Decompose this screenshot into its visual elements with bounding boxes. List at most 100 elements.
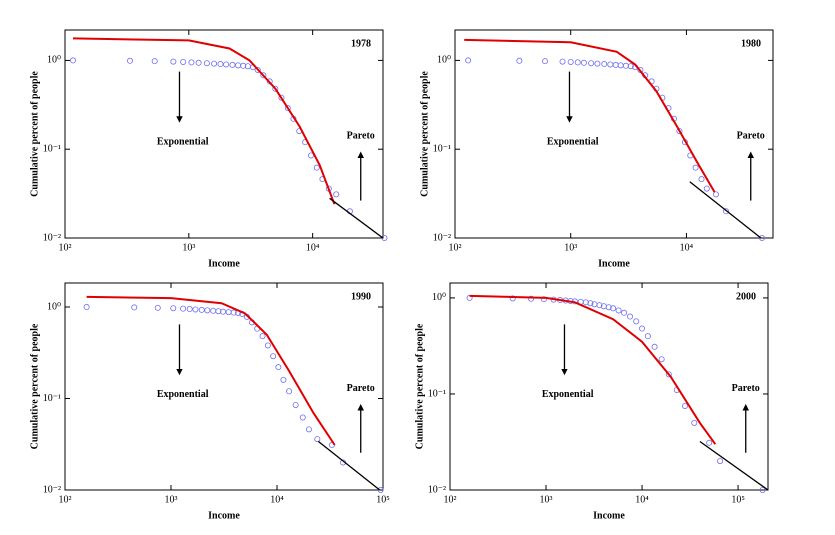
data-point bbox=[594, 60, 601, 67]
data-point bbox=[299, 414, 306, 421]
data-point bbox=[266, 78, 273, 85]
data-point bbox=[644, 333, 651, 340]
data-point bbox=[612, 61, 619, 68]
x-tick-label: 10⁴ bbox=[270, 494, 284, 505]
x-axis-label: Income bbox=[598, 258, 630, 269]
x-tick-label: 10⁴ bbox=[635, 494, 649, 505]
annotation: Exponential bbox=[542, 389, 594, 400]
data-point bbox=[180, 58, 187, 65]
data-point bbox=[658, 356, 665, 363]
y-tick-label: 10⁻¹ bbox=[43, 143, 61, 154]
y-axis-label: Cumulative percent of people bbox=[29, 71, 40, 197]
data-point bbox=[195, 59, 202, 66]
data-point bbox=[259, 333, 266, 340]
x-tick-label: 10³ bbox=[165, 494, 178, 505]
data-point bbox=[665, 371, 672, 378]
fit-line bbox=[699, 440, 769, 491]
data-point bbox=[639, 325, 646, 332]
data-point bbox=[540, 296, 547, 303]
data-point bbox=[280, 376, 287, 383]
data-point bbox=[229, 61, 236, 68]
panel-title: 2000 bbox=[736, 291, 756, 302]
data-point bbox=[313, 164, 320, 171]
y-tick-label: 10⁻² bbox=[43, 232, 61, 243]
x-tick-label: 10⁵ bbox=[731, 494, 745, 505]
data-point bbox=[601, 61, 608, 68]
plot-frame bbox=[454, 29, 774, 239]
data-point bbox=[627, 63, 634, 70]
data-point bbox=[278, 94, 285, 101]
data-point bbox=[154, 304, 161, 311]
fit-line bbox=[72, 37, 336, 205]
data-point bbox=[275, 364, 282, 371]
data-point bbox=[703, 185, 710, 192]
data-point bbox=[580, 59, 587, 66]
data-point bbox=[170, 58, 177, 65]
y-tick-label: 10⁻¹ bbox=[428, 388, 446, 399]
data-point bbox=[188, 59, 195, 66]
data-point bbox=[292, 401, 299, 408]
data-point bbox=[759, 486, 766, 493]
x-tick-label: 10³ bbox=[540, 494, 553, 505]
panel: 10² 10³ 10⁴ 10⁻² 10⁻¹ 10⁰ Income Cumulative per… bbox=[419, 29, 774, 269]
x-tick-label: 10⁴ bbox=[680, 242, 694, 253]
x-tick-label: 10⁴ bbox=[306, 242, 320, 253]
data-point bbox=[651, 343, 658, 350]
panel-title: 1990 bbox=[351, 291, 371, 302]
x-tick-label: 10⁵ bbox=[376, 494, 390, 505]
annotation: Pareto bbox=[347, 383, 375, 394]
data-point bbox=[567, 58, 574, 65]
data-point bbox=[706, 439, 713, 446]
data-point bbox=[681, 402, 688, 409]
data-point bbox=[559, 58, 566, 65]
annotation: Pareto bbox=[737, 130, 765, 141]
data-point bbox=[692, 164, 699, 171]
data-point bbox=[314, 436, 321, 443]
y-tick-label: 10⁻² bbox=[43, 484, 61, 495]
data-point bbox=[759, 234, 766, 241]
fit-line bbox=[469, 294, 717, 445]
data-point bbox=[83, 304, 90, 311]
x-tick-label: 10² bbox=[59, 242, 72, 253]
y-axis-label: Cumulative percent of people bbox=[419, 71, 430, 197]
y-tick-label: 10⁰ bbox=[47, 301, 61, 312]
data-point bbox=[180, 305, 187, 312]
data-point bbox=[211, 60, 218, 67]
data-point bbox=[582, 299, 589, 306]
y-tick-label: 10⁰ bbox=[437, 55, 451, 66]
data-point bbox=[131, 304, 138, 311]
data-point bbox=[542, 58, 549, 65]
data-point bbox=[223, 61, 230, 68]
data-point bbox=[528, 295, 535, 302]
data-point bbox=[605, 304, 612, 311]
x-tick-label: 10² bbox=[59, 494, 72, 505]
data-point bbox=[691, 419, 698, 426]
panel: 10² 10³ 10⁴ 10⁵ 10⁻² 10⁻¹ 10⁰ Income Cumulative … bbox=[414, 282, 769, 521]
y-tick-label: 10⁰ bbox=[432, 292, 446, 303]
x-tick-label: 10³ bbox=[182, 242, 195, 253]
data-point bbox=[377, 486, 384, 493]
data-point bbox=[220, 308, 227, 315]
y-tick-label: 10⁰ bbox=[47, 55, 61, 66]
data-point bbox=[235, 62, 242, 69]
data-point bbox=[186, 306, 193, 313]
data-point bbox=[286, 388, 293, 395]
panel-title: 1978 bbox=[351, 38, 371, 49]
data-point bbox=[270, 353, 277, 360]
data-point bbox=[610, 305, 617, 312]
panel-title: 1980 bbox=[741, 38, 761, 49]
data-point bbox=[723, 208, 730, 215]
data-point bbox=[587, 300, 594, 307]
data-point bbox=[305, 426, 312, 433]
data-point bbox=[204, 307, 211, 314]
data-point bbox=[676, 128, 683, 135]
panel: 10² 10³ 10⁴ 10⁵ 10⁻² 10⁻¹ 10⁰ Income Cumulative … bbox=[29, 282, 390, 521]
data-point bbox=[622, 62, 629, 69]
data-point bbox=[607, 61, 614, 68]
y-axis-label: Cumulative percent of people bbox=[29, 323, 40, 449]
data-point bbox=[717, 458, 724, 465]
data-point bbox=[633, 318, 640, 325]
fit-line bbox=[317, 440, 381, 491]
x-axis-label: Income bbox=[208, 258, 240, 269]
